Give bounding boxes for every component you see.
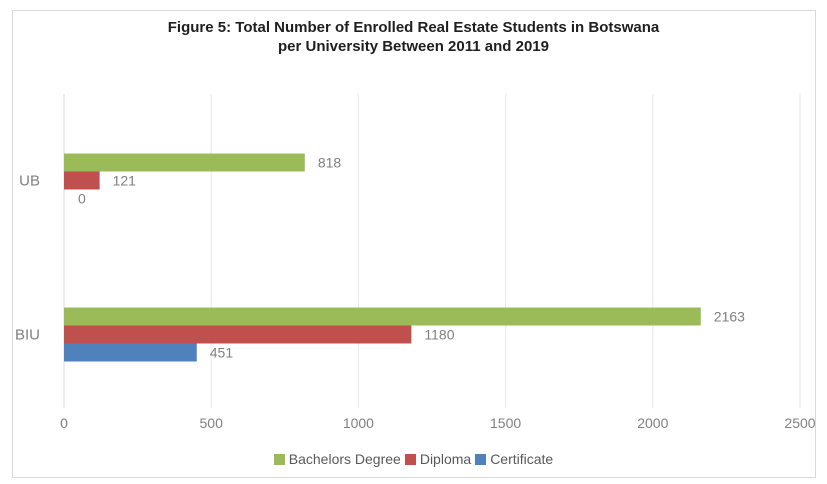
legend-item: Diploma	[404, 451, 472, 467]
x-tick-label: 0	[60, 415, 68, 431]
legend-swatch	[273, 453, 285, 465]
x-tick-label: 2500	[784, 415, 815, 431]
bar-bachelors-degree-ub	[64, 153, 305, 172]
legend-item: Certificate	[475, 451, 553, 467]
chart-title-line-1: Figure 5: Total Number of Enrolled Real …	[167, 19, 660, 36]
x-tick-label: 1500	[490, 415, 521, 431]
chart-title-line-2: per University Between 2011 and 2019	[278, 38, 549, 55]
data-label: 818	[318, 155, 342, 171]
bar-bachelors-degree-biu	[64, 307, 701, 326]
category-label: UB	[19, 173, 40, 190]
x-tick-label: 500	[200, 415, 224, 431]
data-label: 2163	[714, 309, 745, 325]
data-label: 0	[78, 191, 86, 207]
legend-swatch	[404, 453, 416, 465]
chart-legend: Bachelors Degree Diploma Certificate	[0, 451, 827, 468]
data-label: 451	[210, 345, 234, 361]
data-label: 1180	[424, 327, 454, 343]
x-tick-label: 1000	[343, 415, 374, 431]
legend-item: Bachelors Degree	[273, 451, 401, 467]
legend-label: Bachelors Degree	[288, 451, 401, 467]
legend-label: Diploma	[419, 451, 472, 467]
category-label: BIU	[15, 327, 40, 344]
bar-diploma-ub	[64, 171, 100, 190]
bar-diploma-biu	[64, 325, 412, 344]
bar-certificate-biu	[64, 343, 197, 362]
chart-frame	[12, 10, 816, 478]
legend-swatch	[475, 453, 487, 465]
data-label: 121	[113, 173, 137, 189]
chart-title: Figure 5: Total Number of Enrolled Real …	[0, 18, 827, 56]
legend-label: Certificate	[490, 451, 554, 467]
x-tick-label: 2000	[637, 415, 668, 431]
